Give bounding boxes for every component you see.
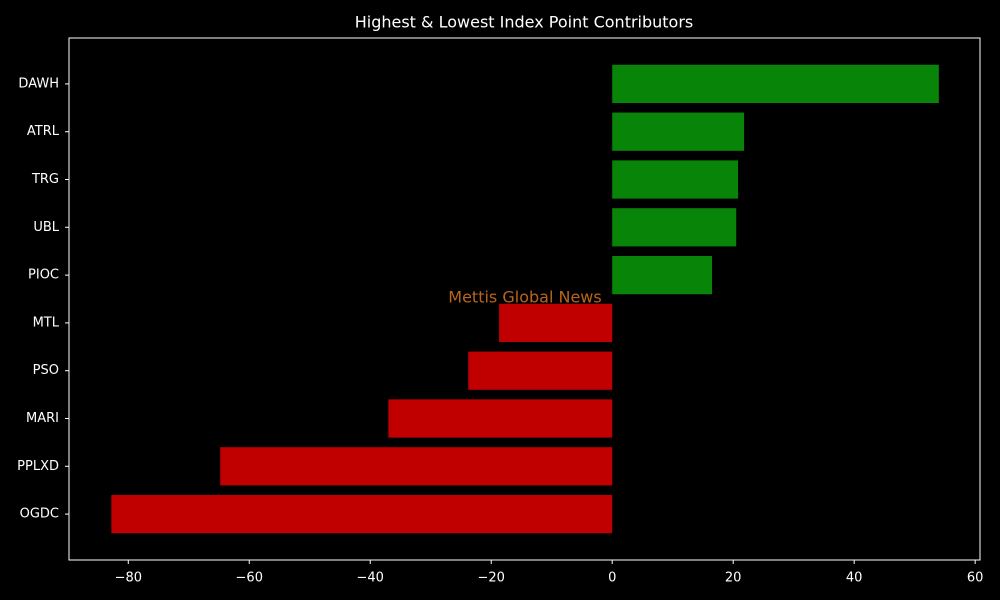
bar	[612, 64, 939, 104]
x-tick-label: 20	[725, 571, 742, 586]
x-tick-label: −80	[115, 571, 142, 586]
y-tick-label: PPLXD	[17, 459, 59, 474]
plot-frame	[68, 37, 981, 561]
y-tick-label: DAWH	[18, 76, 59, 91]
y-tick-label: PSO	[33, 363, 59, 378]
bar	[612, 112, 745, 151]
x-tick-label: −40	[357, 571, 384, 586]
x-tick-label: 0	[608, 571, 616, 586]
bar	[612, 160, 739, 199]
x-tick-label: −20	[478, 571, 505, 586]
y-tick-label: MTL	[33, 315, 60, 330]
bar	[111, 494, 613, 534]
y-tick-label: UBL	[33, 220, 59, 235]
x-tick-label: 60	[967, 571, 984, 586]
bar	[388, 399, 613, 438]
x-tick-label: 40	[846, 571, 863, 586]
bar	[220, 447, 613, 486]
y-tick-label: ATRL	[27, 124, 60, 139]
y-tick-label: PIOC	[28, 268, 59, 283]
x-tick-label: −60	[236, 571, 263, 586]
y-tick-label: TRG	[31, 172, 59, 187]
y-tick-label: MARI	[26, 411, 59, 426]
bar	[499, 303, 613, 343]
watermark: Mettis Global News	[448, 288, 601, 307]
bar	[612, 208, 737, 247]
chart-title: Highest & Lowest Index Point Contributor…	[355, 13, 694, 32]
bar	[468, 351, 613, 390]
y-tick-label: OGDC	[20, 507, 59, 522]
bar	[612, 255, 713, 295]
